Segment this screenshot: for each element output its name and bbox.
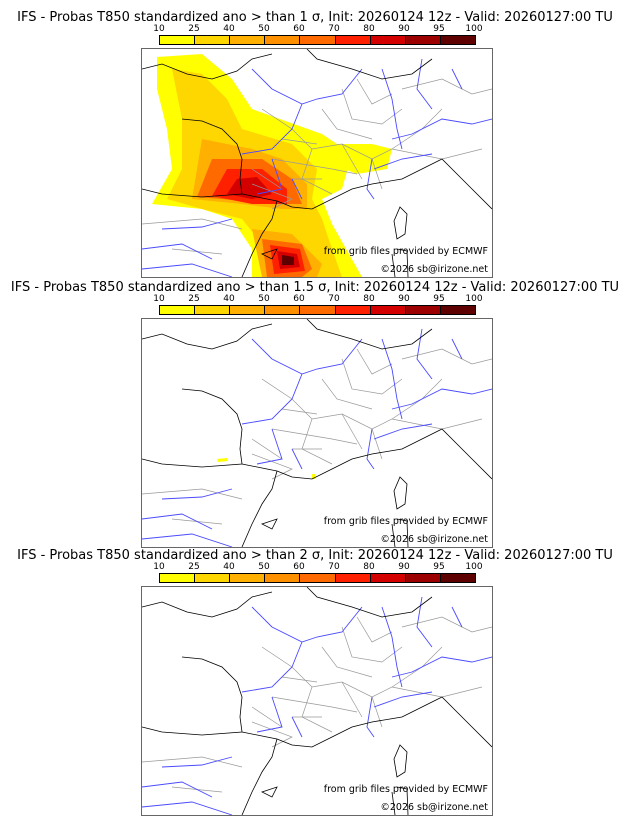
colorbar-segment bbox=[335, 574, 371, 582]
colorbar-tick-label: 50 bbox=[258, 294, 270, 304]
colorbar-tick-label: 100 bbox=[465, 24, 483, 34]
source-credit: from grib files provided by ECMWF bbox=[323, 516, 488, 527]
colorbar-tick-label: 80 bbox=[363, 562, 375, 572]
colorbar-segment bbox=[335, 306, 371, 314]
colorbar-segment bbox=[440, 574, 475, 582]
colorbar-tick-label: 95 bbox=[433, 24, 445, 34]
colorbar-tick-label: 40 bbox=[223, 24, 235, 34]
source-credit: from grib files provided by ECMWF bbox=[323, 246, 488, 257]
colorbar-tick-label: 40 bbox=[223, 294, 235, 304]
colorbar-segment bbox=[370, 36, 406, 44]
colorbar-segment bbox=[440, 36, 475, 44]
colorbar-tick-label: 60 bbox=[293, 24, 305, 34]
colorbar-segment bbox=[195, 306, 231, 314]
colorbar bbox=[159, 35, 476, 45]
probability-field bbox=[217, 458, 315, 479]
colorbar-tick-label: 90 bbox=[398, 562, 410, 572]
colorbar-tick-label: 70 bbox=[328, 562, 340, 572]
map-canvas bbox=[142, 587, 492, 815]
probability-map: from grib files provided by ECMWF ©2026 … bbox=[141, 586, 493, 816]
colorbar-ticks: 10 25 40 50 60 70 80 90 95 100 bbox=[153, 562, 482, 572]
colorbar-segment bbox=[300, 574, 336, 582]
map-panel-1sigma: IFS - Probas T850 standardized ano > tha… bbox=[0, 0, 630, 278]
map-panel-1-5sigma: IFS - Probas T850 standardized ano > tha… bbox=[0, 270, 630, 548]
borders bbox=[142, 616, 492, 793]
rivers bbox=[142, 328, 492, 547]
colorbar-segment bbox=[230, 36, 266, 44]
map-canvas bbox=[142, 319, 492, 547]
colorbar-segment bbox=[265, 36, 301, 44]
rivers bbox=[142, 596, 492, 815]
colorbar-segment bbox=[370, 574, 406, 582]
coastlines bbox=[142, 49, 492, 277]
colorbar-tick-label: 80 bbox=[363, 24, 375, 34]
colorbar-tick-label: 50 bbox=[258, 24, 270, 34]
colorbar-segment bbox=[195, 574, 231, 582]
colorbar-tick-label: 100 bbox=[465, 562, 483, 572]
coastlines bbox=[142, 587, 492, 815]
colorbar-tick-label: 90 bbox=[398, 294, 410, 304]
colorbar-tick-label: 80 bbox=[363, 294, 375, 304]
probability-map: from grib files provided by ECMWF ©2026 … bbox=[141, 318, 493, 548]
map-panel-2sigma: IFS - Probas T850 standardized ano > tha… bbox=[0, 538, 630, 816]
probability-field bbox=[152, 54, 392, 277]
colorbar-tick-label: 10 bbox=[153, 294, 165, 304]
colorbar-tick-label: 10 bbox=[153, 562, 165, 572]
colorbar-segment bbox=[230, 574, 266, 582]
colorbar-segment bbox=[160, 574, 196, 582]
colorbar-tick-label: 70 bbox=[328, 294, 340, 304]
colorbar-tick-label: 95 bbox=[433, 294, 445, 304]
colorbar bbox=[159, 305, 476, 315]
colorbar-segment bbox=[335, 36, 371, 44]
colorbar-tick-label: 95 bbox=[433, 562, 445, 572]
colorbar-segment bbox=[265, 306, 301, 314]
colorbar-segment bbox=[405, 36, 441, 44]
colorbar-tick-label: 90 bbox=[398, 24, 410, 34]
panel-title: IFS - Probas T850 standardized ano > tha… bbox=[10, 280, 620, 295]
colorbar-tick-label: 100 bbox=[465, 294, 483, 304]
source-credit: from grib files provided by ECMWF bbox=[323, 784, 488, 795]
colorbar-segment bbox=[300, 36, 336, 44]
colorbar-tick-label: 50 bbox=[258, 562, 270, 572]
colorbar-segment bbox=[230, 306, 266, 314]
colorbar-tick-label: 70 bbox=[328, 24, 340, 34]
colorbar-tick-label: 25 bbox=[188, 562, 200, 572]
colorbar-tick-label: 25 bbox=[188, 294, 200, 304]
colorbar-tick-label: 10 bbox=[153, 24, 165, 34]
colorbar-tick-label: 60 bbox=[293, 294, 305, 304]
probability-map: from grib files provided by ECMWF ©2026 … bbox=[141, 48, 493, 278]
colorbar-segment bbox=[405, 306, 441, 314]
colorbar-segment bbox=[300, 306, 336, 314]
colorbar-segment bbox=[265, 574, 301, 582]
colorbar-segment bbox=[405, 574, 441, 582]
panel-title: IFS - Probas T850 standardized ano > tha… bbox=[17, 548, 613, 563]
colorbar-segment bbox=[160, 306, 196, 314]
colorbar-segment bbox=[160, 36, 196, 44]
colorbar bbox=[159, 573, 476, 583]
colorbar-segment bbox=[195, 36, 231, 44]
copyright: ©2026 sb@irizone.net bbox=[380, 534, 488, 545]
colorbar-ticks: 10 25 40 50 60 70 80 90 95 100 bbox=[153, 24, 482, 34]
colorbar-segment bbox=[370, 306, 406, 314]
panel-title: IFS - Probas T850 standardized ano > tha… bbox=[17, 10, 613, 25]
colorbar-tick-label: 25 bbox=[188, 24, 200, 34]
copyright: ©2026 sb@irizone.net bbox=[380, 264, 488, 275]
copyright: ©2026 sb@irizone.net bbox=[380, 802, 488, 813]
colorbar-segment bbox=[440, 306, 475, 314]
colorbar-tick-label: 60 bbox=[293, 562, 305, 572]
colorbar-tick-label: 40 bbox=[223, 562, 235, 572]
rivers bbox=[142, 58, 492, 277]
coastlines bbox=[142, 319, 492, 547]
map-canvas bbox=[142, 49, 492, 277]
colorbar-ticks: 10 25 40 50 60 70 80 90 95 100 bbox=[153, 294, 482, 304]
